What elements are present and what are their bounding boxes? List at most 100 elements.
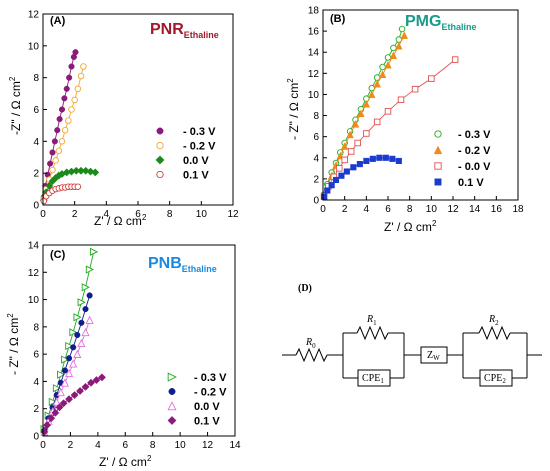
panel-b-ytick-label: 2 xyxy=(313,174,319,185)
panel-b-data-point xyxy=(350,164,357,171)
panel-b-data-point xyxy=(369,155,376,162)
panel-b-ytick-label: 10 xyxy=(308,90,320,101)
panel-a-data-point xyxy=(61,95,68,102)
panel-a-xtick-label: 8 xyxy=(167,209,173,220)
panel-c-legend-label-2: - 0.2 V xyxy=(194,387,227,399)
panel-c-legend-marker-2 xyxy=(168,388,176,395)
panel-c-data-point xyxy=(86,292,93,299)
panel-c-data-point xyxy=(73,349,82,358)
panel-c-ytick-label: 14 xyxy=(28,241,40,252)
panel-c-data-point xyxy=(89,247,99,256)
panel-a-data-point xyxy=(68,106,75,113)
panel-c-title: PNBEthaline xyxy=(148,255,217,274)
panel-c-data-point xyxy=(48,397,57,406)
panel-b-legend-marker-3 xyxy=(434,162,442,170)
panel-c-series xyxy=(40,247,106,436)
panel-c-legend-marker-4 xyxy=(167,415,177,426)
panel-d-circuit: (D) R0 R1 CPE1 ZW R2 CPE2 xyxy=(282,283,542,387)
panel-b-legend: - 0.3 V - 0.2 V - 0.0 V 0.1 V xyxy=(433,129,491,189)
panel-c-xlabel-main: Z' / Ω cm xyxy=(99,455,147,469)
panel-b-title: PMGEthaline xyxy=(405,13,476,32)
panel-a: 0 2 4 6 8 10 12 0 2 4 6 8 10 12 (A) PNREthaline - 0.3… xyxy=(8,10,239,229)
panel-c-data-point xyxy=(85,265,94,274)
panel-c-xtick-label: 4 xyxy=(95,440,101,451)
panel-a-xtick-label: 4 xyxy=(104,209,110,220)
resistor-r2-main: R xyxy=(488,314,495,325)
panel-b-ylabel: - Z" / Ω cm2 xyxy=(286,78,301,140)
panel-a-ytick-label: 10 xyxy=(28,41,40,52)
panel-b-xlabel-power: 2 xyxy=(432,219,437,228)
panel-a-ytick-label: 6 xyxy=(33,105,39,116)
panel-a-data-point xyxy=(49,166,56,174)
panel-c-title-sub: Ethaline xyxy=(182,264,217,274)
panel-c-data-point xyxy=(65,341,74,351)
panel-b-data-point xyxy=(395,41,403,50)
panel-a-data-point xyxy=(58,138,66,145)
panel-b-ytick-label: 12 xyxy=(308,69,320,80)
panel-c-data-point xyxy=(65,395,74,404)
panel-b-data-point xyxy=(384,60,392,69)
panel-c-data-point xyxy=(77,338,86,348)
panel-c-xtick-label: 12 xyxy=(202,440,214,451)
panel-c-ticks: 0 2 4 6 8 10 12 14 0 2 4 6 8 10 12 14 xyxy=(28,241,241,452)
panel-b-legend-label-4: 0.1 V xyxy=(458,177,484,189)
panel-b-data-point xyxy=(389,51,398,59)
resistor-r1-sub: 1 xyxy=(373,319,377,327)
panel-b-data-point xyxy=(389,155,396,162)
resistor-r2-label: R2 xyxy=(488,314,499,327)
warburg-sub: W xyxy=(433,354,440,362)
panel-c-data-point xyxy=(82,306,89,313)
panel-a-data-point xyxy=(55,147,63,155)
panel-a-xlabel-main: Z' / Ω cm xyxy=(94,214,142,228)
panel-b-data-point xyxy=(384,54,392,61)
panel-a-legend-label-3: 0.0 V xyxy=(183,155,209,167)
resistor-r2 xyxy=(478,325,511,341)
panel-c-legend: - 0.3 V - 0.2 V 0.0 V 0.1 V xyxy=(167,372,227,428)
panel-b-data-point xyxy=(411,85,419,93)
panel-c-legend-label-3: 0.0 V xyxy=(194,401,220,413)
panel-c-ytick-label: 4 xyxy=(33,377,39,388)
cpe1-sub: 1 xyxy=(380,377,384,385)
panel-b-ytick-label: 0 xyxy=(313,196,319,207)
panel-a-data-point xyxy=(72,49,79,56)
panel-b-xlabel: Z' / Ω cm2 xyxy=(384,219,437,234)
panel-c-ylabel-power: 2 xyxy=(6,313,15,318)
panel-c-data-point xyxy=(61,367,68,374)
panel-c-data-point xyxy=(76,386,85,395)
panel-c-xtick-label: 8 xyxy=(150,440,156,451)
panel-c-data-point xyxy=(60,378,70,387)
panel-a-data-point xyxy=(65,117,72,124)
warburg-main: Z xyxy=(427,350,433,361)
panel-c-data-point xyxy=(59,399,68,408)
panel-c-ytick-label: 0 xyxy=(33,432,39,443)
panel-b-series-line-2 xyxy=(323,35,405,196)
panel-a-data-point xyxy=(68,63,75,70)
panel-c-data-point xyxy=(64,368,74,378)
panel-a-series xyxy=(39,49,100,205)
panel-b: 0 2 4 6 8 10 12 14 16 18 0 2 4 6 8 10 12 14 16 18 (B) PMGEt… xyxy=(286,6,524,235)
panel-a-label: (A) xyxy=(50,15,66,27)
panel-b-data-point xyxy=(398,25,406,33)
panel-b-ylabel-power: 2 xyxy=(286,78,295,83)
panel-b-data-point xyxy=(382,154,389,161)
panel-a-data-point xyxy=(77,72,85,80)
panel-c-legend-label-4: 0.1 V xyxy=(194,416,220,428)
panel-a-title-main: PNR xyxy=(150,21,184,38)
panel-b-xlabel-main: Z' / Ω cm xyxy=(384,220,432,234)
resistor-r0-label: R0 xyxy=(305,337,316,350)
panel-b-xtick-label: 12 xyxy=(447,204,459,215)
panel-c-data-point xyxy=(73,313,82,322)
panel-a-data-point xyxy=(91,168,100,177)
panel-b-data-point xyxy=(373,118,381,126)
panel-c-data-point xyxy=(70,344,77,351)
panel-b-data-point xyxy=(338,172,345,179)
panel-a-data-point xyxy=(52,157,59,164)
panel-a-ylabel-power: 2 xyxy=(8,76,17,81)
panel-b-data-point xyxy=(347,148,355,155)
panel-c-ylabel: - Z" / Ω cm2 xyxy=(6,313,21,375)
panel-a-xtick-label: 12 xyxy=(227,209,239,220)
panel-a-ytick-label: 0 xyxy=(33,201,39,212)
panel-b-data-point xyxy=(367,90,376,99)
panel-c-ytick-label: 8 xyxy=(33,322,39,333)
